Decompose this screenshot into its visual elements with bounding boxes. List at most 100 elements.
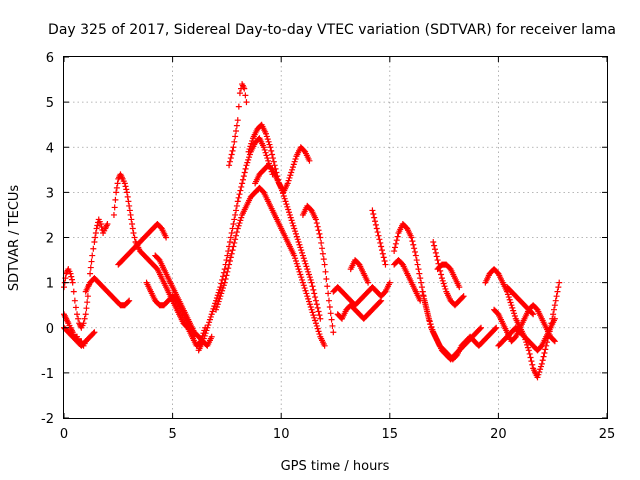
data-point bbox=[394, 233, 401, 240]
data-point bbox=[377, 298, 384, 305]
data-point bbox=[310, 312, 317, 319]
series-track-p bbox=[330, 279, 393, 309]
data-point bbox=[244, 159, 251, 166]
x-axis-label: GPS time / hours bbox=[281, 459, 390, 474]
data-point bbox=[265, 138, 272, 145]
data-point bbox=[111, 204, 118, 211]
data-point bbox=[298, 274, 305, 281]
data-point bbox=[260, 144, 267, 151]
data-point bbox=[505, 294, 512, 301]
data-point bbox=[439, 277, 446, 284]
data-point bbox=[163, 234, 170, 241]
data-point bbox=[289, 164, 296, 171]
data-point bbox=[414, 261, 421, 268]
data-point bbox=[292, 230, 299, 237]
data-point bbox=[391, 248, 398, 255]
data-point bbox=[477, 325, 484, 332]
data-point bbox=[314, 325, 321, 332]
data-point bbox=[227, 254, 234, 261]
data-point bbox=[236, 191, 243, 198]
plot-frame bbox=[63, 56, 608, 419]
data-point bbox=[327, 310, 334, 317]
data-point bbox=[290, 161, 297, 168]
data-point bbox=[68, 276, 75, 283]
series-track-k bbox=[226, 81, 250, 169]
data-point bbox=[312, 216, 319, 223]
data-point bbox=[290, 222, 297, 229]
data-point bbox=[287, 172, 294, 179]
data-point bbox=[268, 147, 275, 154]
data-point bbox=[478, 324, 485, 331]
data-point bbox=[215, 298, 222, 305]
data-point bbox=[278, 184, 285, 191]
data-point bbox=[304, 293, 311, 300]
data-point bbox=[201, 332, 208, 339]
data-point bbox=[206, 316, 213, 323]
data-point bbox=[110, 211, 117, 218]
data-point bbox=[123, 189, 130, 196]
data-point bbox=[438, 275, 445, 282]
data-point bbox=[292, 228, 299, 235]
data-point bbox=[285, 206, 292, 213]
data-point bbox=[421, 299, 428, 306]
data-point bbox=[507, 299, 514, 306]
data-point bbox=[67, 270, 74, 277]
data-point bbox=[305, 295, 312, 302]
data-point bbox=[550, 311, 557, 318]
data-point bbox=[207, 313, 214, 320]
data-point bbox=[229, 147, 236, 154]
data-point bbox=[380, 254, 387, 261]
data-point bbox=[238, 183, 245, 190]
data-point bbox=[248, 140, 255, 147]
series-track-u bbox=[391, 257, 424, 304]
data-point bbox=[312, 294, 319, 301]
data-point bbox=[551, 306, 558, 313]
data-point bbox=[442, 285, 449, 292]
data-point bbox=[301, 257, 308, 264]
data-point bbox=[70, 288, 77, 295]
data-point bbox=[421, 295, 428, 302]
series-track-n bbox=[252, 162, 324, 322]
data-point bbox=[305, 268, 312, 275]
data-point bbox=[534, 374, 541, 381]
data-point bbox=[434, 257, 441, 264]
data-point bbox=[326, 303, 333, 310]
data-point bbox=[212, 300, 219, 307]
data-point bbox=[553, 293, 560, 300]
data-point bbox=[246, 151, 253, 158]
data-point bbox=[306, 301, 313, 308]
series-track-z bbox=[491, 302, 558, 345]
data-point bbox=[239, 176, 246, 183]
data-point bbox=[309, 283, 316, 290]
data-point bbox=[288, 169, 295, 176]
data-point bbox=[88, 258, 95, 265]
data-point bbox=[430, 239, 437, 246]
data-point bbox=[230, 144, 237, 151]
data-point bbox=[372, 221, 379, 228]
data-point bbox=[263, 152, 270, 159]
data-point bbox=[215, 289, 222, 296]
data-point bbox=[205, 322, 212, 329]
chart-title: Day 325 of 2017, Sidereal Day-to-day VTE… bbox=[48, 22, 616, 38]
data-point bbox=[262, 130, 269, 137]
data-point bbox=[126, 202, 133, 209]
series-track-r bbox=[347, 257, 372, 286]
data-point bbox=[218, 290, 225, 297]
data-point bbox=[122, 183, 129, 190]
data-point bbox=[412, 252, 419, 259]
series-track-w bbox=[430, 239, 467, 309]
data-point bbox=[459, 294, 466, 301]
data-point bbox=[209, 308, 216, 315]
data-point bbox=[261, 146, 268, 153]
data-point bbox=[371, 214, 378, 221]
data-point bbox=[130, 229, 137, 236]
data-point bbox=[319, 245, 326, 252]
data-point bbox=[537, 366, 544, 373]
x-tick-label: 25 bbox=[599, 427, 616, 442]
data-point bbox=[233, 128, 240, 135]
y-tick-label: 0 bbox=[46, 322, 54, 337]
data-point bbox=[231, 138, 238, 145]
data-point bbox=[262, 149, 269, 156]
data-point bbox=[551, 338, 558, 345]
y-tick-label: 4 bbox=[46, 141, 54, 156]
